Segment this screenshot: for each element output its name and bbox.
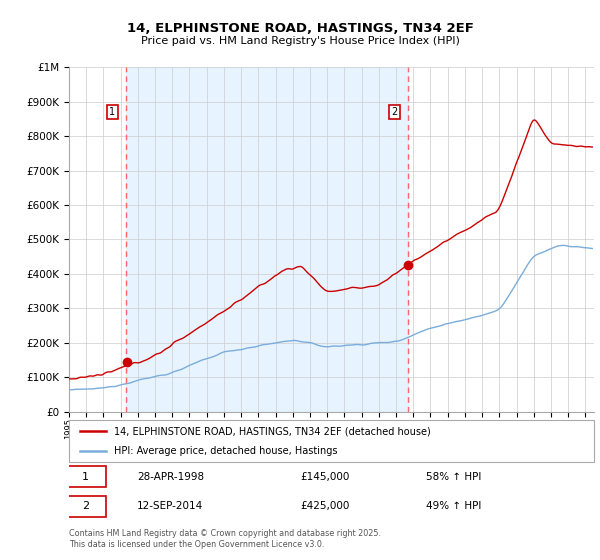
Text: 1: 1 xyxy=(109,107,115,117)
FancyBboxPatch shape xyxy=(69,420,594,462)
Text: 2: 2 xyxy=(82,501,89,511)
Text: 14, ELPHINSTONE ROAD, HASTINGS, TN34 2EF: 14, ELPHINSTONE ROAD, HASTINGS, TN34 2EF xyxy=(127,22,473,35)
Text: 28-APR-1998: 28-APR-1998 xyxy=(137,472,205,482)
Text: 58% ↑ HPI: 58% ↑ HPI xyxy=(426,472,481,482)
Text: £145,000: £145,000 xyxy=(300,472,349,482)
Text: Price paid vs. HM Land Registry's House Price Index (HPI): Price paid vs. HM Land Registry's House … xyxy=(140,36,460,46)
Text: 14, ELPHINSTONE ROAD, HASTINGS, TN34 2EF (detached house): 14, ELPHINSTONE ROAD, HASTINGS, TN34 2EF… xyxy=(113,426,430,436)
Text: 2: 2 xyxy=(391,107,398,117)
Bar xyxy=(126,67,408,412)
Text: 49% ↑ HPI: 49% ↑ HPI xyxy=(426,501,481,511)
Text: 1: 1 xyxy=(82,472,89,482)
Text: £425,000: £425,000 xyxy=(300,501,349,511)
FancyBboxPatch shape xyxy=(67,466,106,487)
Text: Contains HM Land Registry data © Crown copyright and database right 2025.
This d: Contains HM Land Registry data © Crown c… xyxy=(69,529,381,549)
Text: HPI: Average price, detached house, Hastings: HPI: Average price, detached house, Hast… xyxy=(113,446,337,456)
Text: 12-SEP-2014: 12-SEP-2014 xyxy=(137,501,203,511)
FancyBboxPatch shape xyxy=(67,496,106,517)
